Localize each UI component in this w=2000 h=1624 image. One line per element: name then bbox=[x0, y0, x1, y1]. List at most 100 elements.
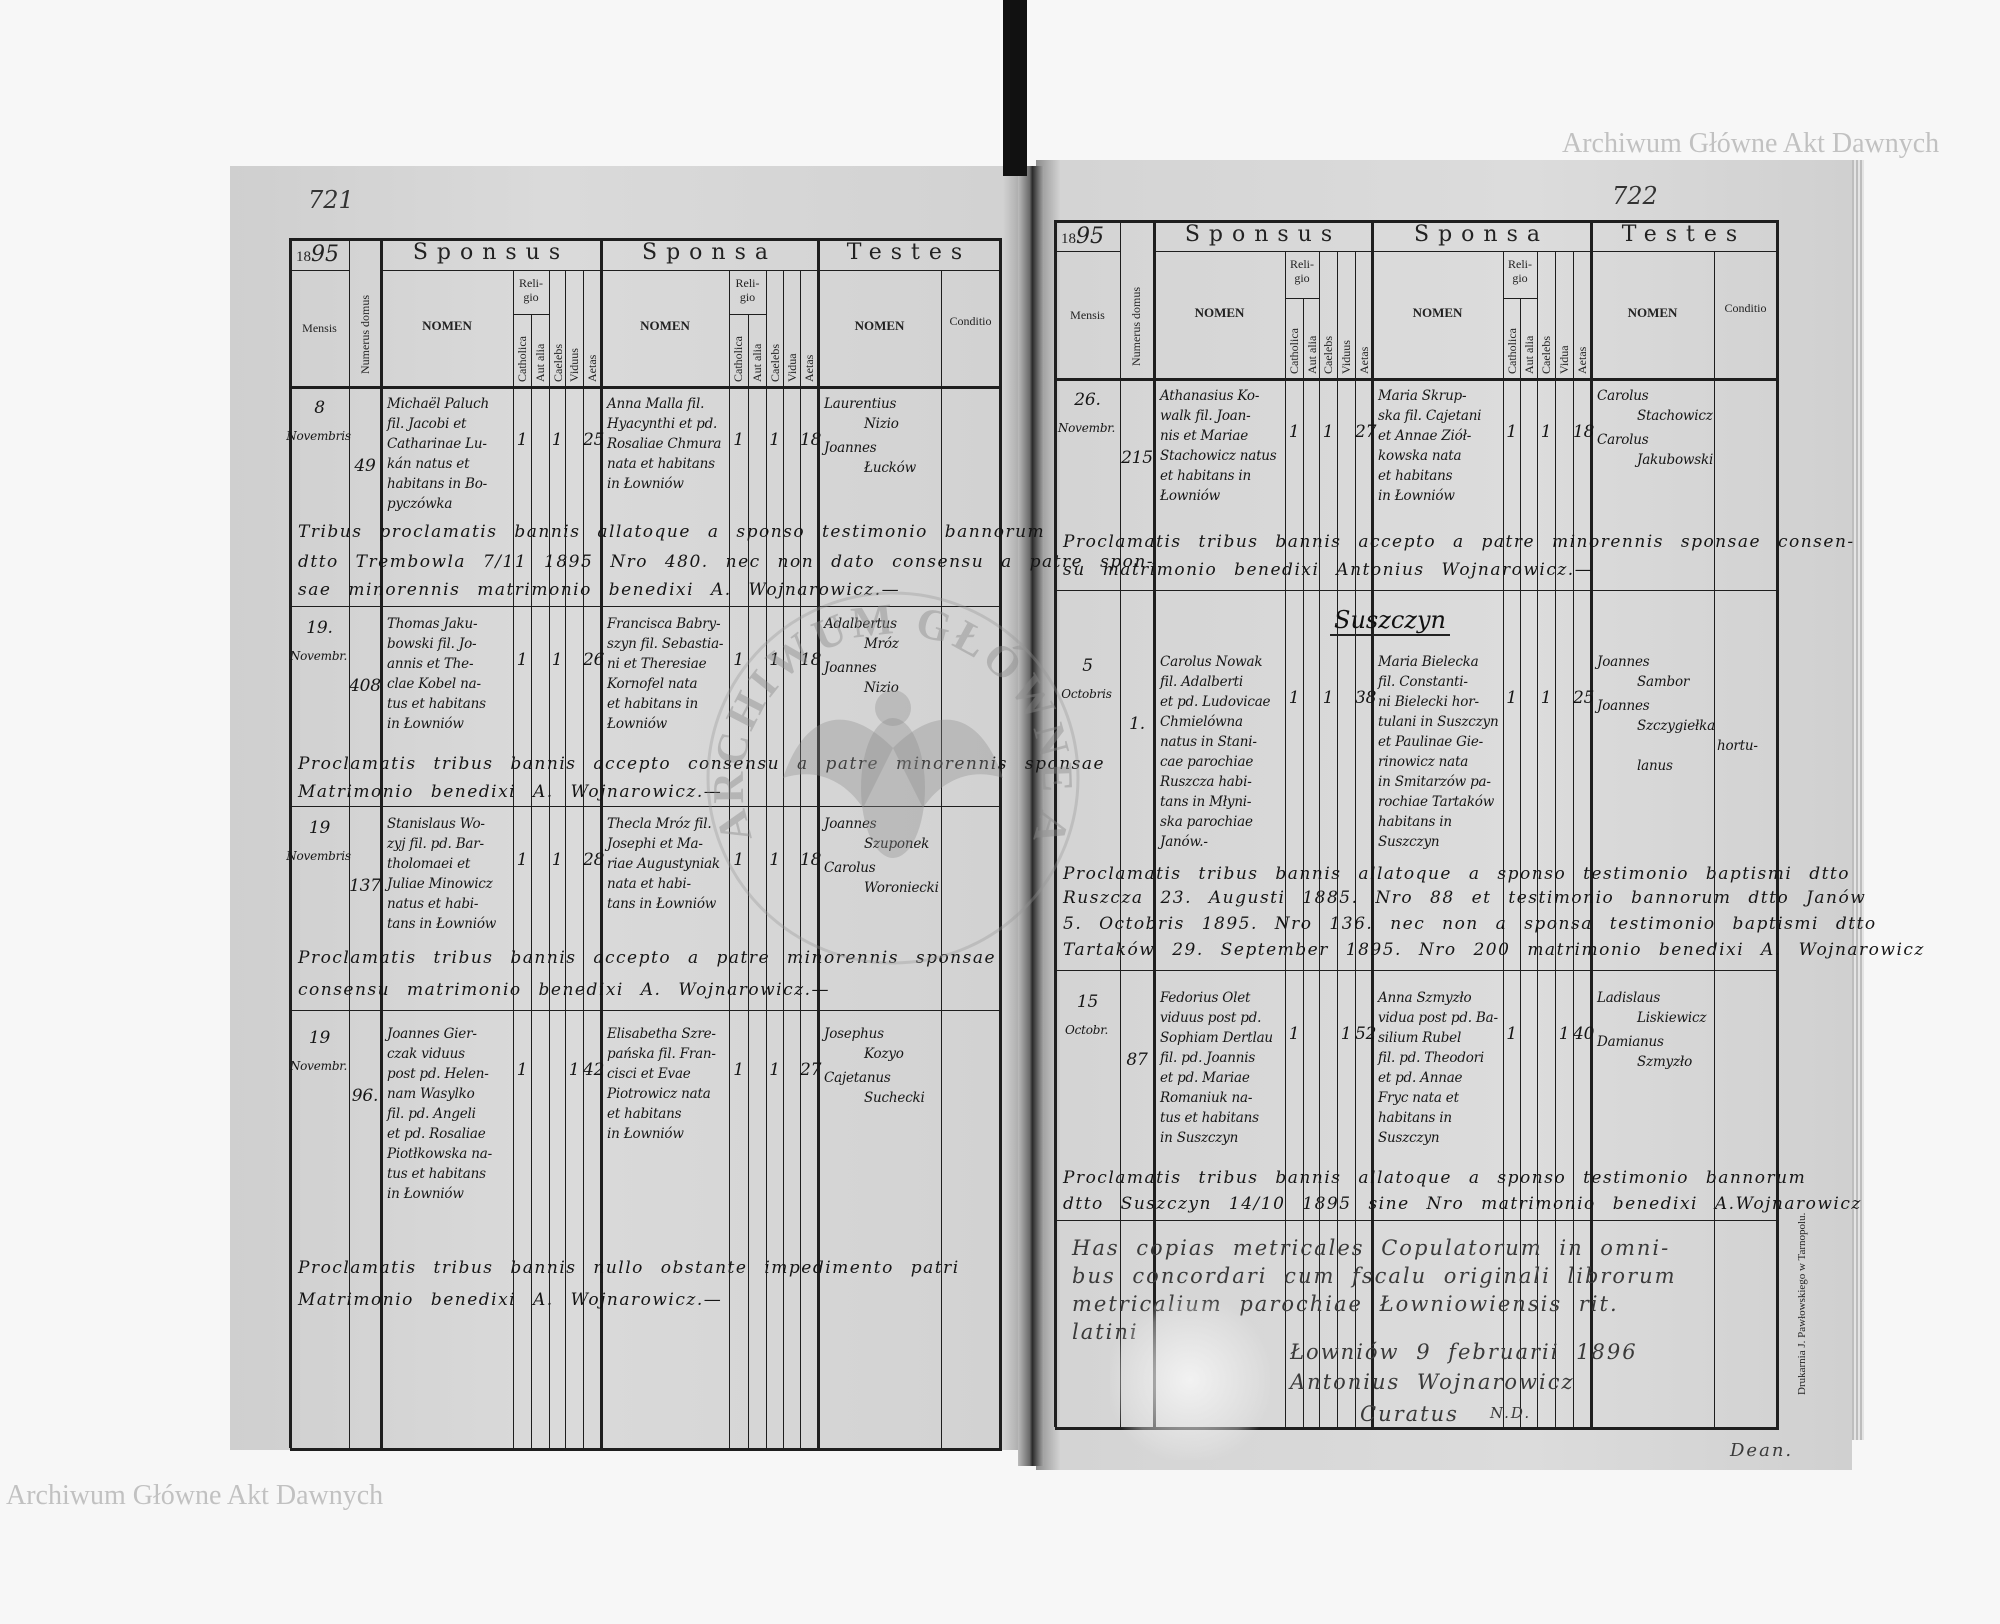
column-rule bbox=[999, 238, 1002, 1448]
witness-name-line: Nizio bbox=[864, 680, 899, 696]
witness-name-line: Szuponek bbox=[864, 834, 929, 854]
nomen-label: NOMEN bbox=[1627, 304, 1678, 320]
sponsus-name-line: post pd. Helen- bbox=[387, 1066, 489, 1082]
sponsus-name-line: Piotłkowska na- bbox=[387, 1146, 492, 1162]
sponsus-name-line: fil. Adalberti bbox=[1160, 674, 1243, 690]
nomen-label: NOMEN bbox=[1412, 304, 1463, 320]
aut-alia-label: Aut alia bbox=[750, 343, 764, 382]
entry-month: Novembris bbox=[286, 429, 351, 443]
catholica-label: Catholica bbox=[515, 336, 529, 382]
archive-stamp: ARCHIWUM GŁÓWNE AKT DAWNYCH bbox=[693, 578, 1080, 965]
entry-day: 19 bbox=[308, 1028, 331, 1048]
entry-house-number: 49 bbox=[354, 456, 376, 476]
sponsa-name-line: nata et habi- bbox=[607, 876, 691, 892]
page-number-right: 722 bbox=[1612, 182, 1658, 210]
entry-remark-line: su matrimonio benedixi Antonius Wojnarow… bbox=[1063, 560, 1594, 580]
row-separator bbox=[290, 806, 1000, 807]
sponsus-name-line: in Łowniów bbox=[387, 1186, 464, 1202]
sponsus-name-line: fil. pd. Angeli bbox=[387, 1106, 476, 1122]
column-rule bbox=[1537, 251, 1538, 1427]
sponsa-name-line: et Annae Ziół- bbox=[1378, 428, 1472, 444]
sponsa-name-line: vidua post pd. Ba- bbox=[1378, 1010, 1498, 1026]
sponsa-name-line: Suszczyn bbox=[1378, 834, 1440, 850]
entry-house-number: 137 bbox=[349, 876, 381, 896]
witness-name-line: Sambor bbox=[1637, 674, 1690, 690]
certification-place-date: Łowniów 9 februarii 1896 bbox=[1290, 1340, 1638, 1364]
aetas-value: 38 bbox=[1355, 688, 1377, 708]
catholica-label: Catholica bbox=[1287, 328, 1301, 374]
sponsus-name-line: Catharinae Lu- bbox=[387, 436, 487, 452]
witness-name-line: Mróz bbox=[864, 636, 899, 652]
column-rule bbox=[800, 270, 801, 1448]
catholica-value: 1 bbox=[733, 1060, 744, 1080]
witness-name-line: Ladislaus bbox=[1597, 990, 1661, 1006]
sponsa-name-line: in Łowniów bbox=[1378, 488, 1455, 504]
witness-name-line: Łucków bbox=[864, 460, 916, 476]
sponsus-name-line: cae parochiae bbox=[1160, 754, 1254, 770]
header-sponsus: Sponsus bbox=[1184, 221, 1342, 247]
aetas-value: 26 bbox=[583, 650, 605, 670]
witness-name-line: Adalbertus bbox=[824, 616, 897, 632]
entry-remark-line: Proclamatis tribus bannis accepto a patr… bbox=[298, 948, 997, 968]
witness-name-line: Joannes bbox=[824, 660, 877, 676]
printer-imprint: Drukarnia J. Pawłowskiego w Tarnopolu. bbox=[1796, 1212, 1808, 1395]
entry-remark-line: Proclamatis tribus bannis accepto a patr… bbox=[1063, 532, 1855, 552]
witness-name-line: Carolus bbox=[824, 860, 876, 876]
column-rule bbox=[549, 270, 550, 1448]
column-rule bbox=[817, 238, 820, 1448]
witness-name-line: Carolus bbox=[1597, 432, 1649, 448]
sponsa-name-line: in Smitarzów pa- bbox=[1378, 774, 1491, 790]
header-sponsa: Sponsa bbox=[642, 240, 777, 265]
table-top-rule bbox=[1055, 220, 1779, 223]
entry-remark-line: Matrimonio benedixi A. Wojnarowicz.— bbox=[298, 1290, 723, 1310]
sponsa-name-line: ni et Theresiae bbox=[607, 656, 707, 672]
witness-name-line: Joannes bbox=[1597, 654, 1650, 670]
sponsus-name-line: in Łowniów bbox=[387, 716, 464, 732]
row-separator bbox=[290, 606, 1000, 607]
religio-rule bbox=[513, 314, 549, 315]
aetas-value: 18 bbox=[800, 430, 822, 450]
aetas-value: 27 bbox=[800, 1060, 822, 1080]
witness-name-line: Joannes bbox=[824, 440, 877, 456]
year-printed: 18 bbox=[296, 249, 311, 265]
sponsus-name-line: kán natus et bbox=[387, 456, 470, 472]
sponsa-name-line: riae Augustyniak bbox=[607, 856, 720, 872]
sponsa-name-line: rochiae Tartaków bbox=[1378, 794, 1495, 810]
caelebs-label: Caelebs bbox=[1321, 336, 1335, 374]
column-rule bbox=[766, 270, 767, 1448]
caelebs-value: 1 bbox=[769, 850, 780, 870]
witness-name-line: lanus bbox=[1637, 758, 1673, 774]
sponsus-name-line: czak viduus bbox=[387, 1046, 465, 1062]
year-handwritten: 95 bbox=[1076, 224, 1104, 249]
sponsus-name-line: tans in Łowniów bbox=[387, 916, 497, 932]
aetas-value: 18 bbox=[800, 650, 822, 670]
religio-rule bbox=[729, 314, 766, 315]
aetas-value: 25 bbox=[1573, 688, 1595, 708]
sponsa-name-line: Anna Malla fil. bbox=[607, 396, 705, 412]
sponsus-name-line: tus et habitans bbox=[1160, 1110, 1259, 1126]
catholica-label: Catholica bbox=[1505, 328, 1519, 374]
header-sponsa: Sponsa bbox=[1414, 221, 1549, 247]
entry-remark-line: 5. Octobris 1895. Nro 136. nec non a spo… bbox=[1063, 914, 1877, 934]
entry-month: Octobr. bbox=[1064, 1023, 1109, 1037]
sponsa-name-line: in Łowniów bbox=[607, 476, 684, 492]
entry-remark-line: sae minorennis matrimonio benedixi A. Wo… bbox=[298, 580, 901, 600]
entry-month: Novembris bbox=[286, 849, 351, 863]
witness-name-line: Stachowicz bbox=[1637, 408, 1713, 424]
witness-name-line: Woroniecki bbox=[864, 880, 939, 896]
caelebs-value: 1 bbox=[1322, 688, 1334, 708]
sponsus-name-line: et habitans in bbox=[1160, 468, 1252, 484]
caelebs-label: Caelebs bbox=[768, 344, 782, 382]
catholica-value: 1 bbox=[1506, 1024, 1517, 1044]
entry-remark-line: Proclamatis tribus bannis allatoque a sp… bbox=[1063, 864, 1850, 884]
witness-name-line: Suchecki bbox=[864, 1090, 925, 1106]
mensis-label: Mensis bbox=[302, 321, 337, 335]
sponsus-name-line: fil. pd. Joannis bbox=[1160, 1050, 1256, 1066]
column-rule bbox=[1555, 251, 1556, 1427]
entry-house-number: 215 bbox=[1121, 448, 1153, 468]
sponsa-name-line: ni Bielecki hor- bbox=[1378, 694, 1479, 710]
sponsa-name-line: Rosaliae Chmura bbox=[607, 436, 722, 452]
column-rule bbox=[748, 314, 749, 1448]
witness-name-line: Laurentius bbox=[824, 396, 897, 412]
column-rule bbox=[513, 270, 514, 1448]
